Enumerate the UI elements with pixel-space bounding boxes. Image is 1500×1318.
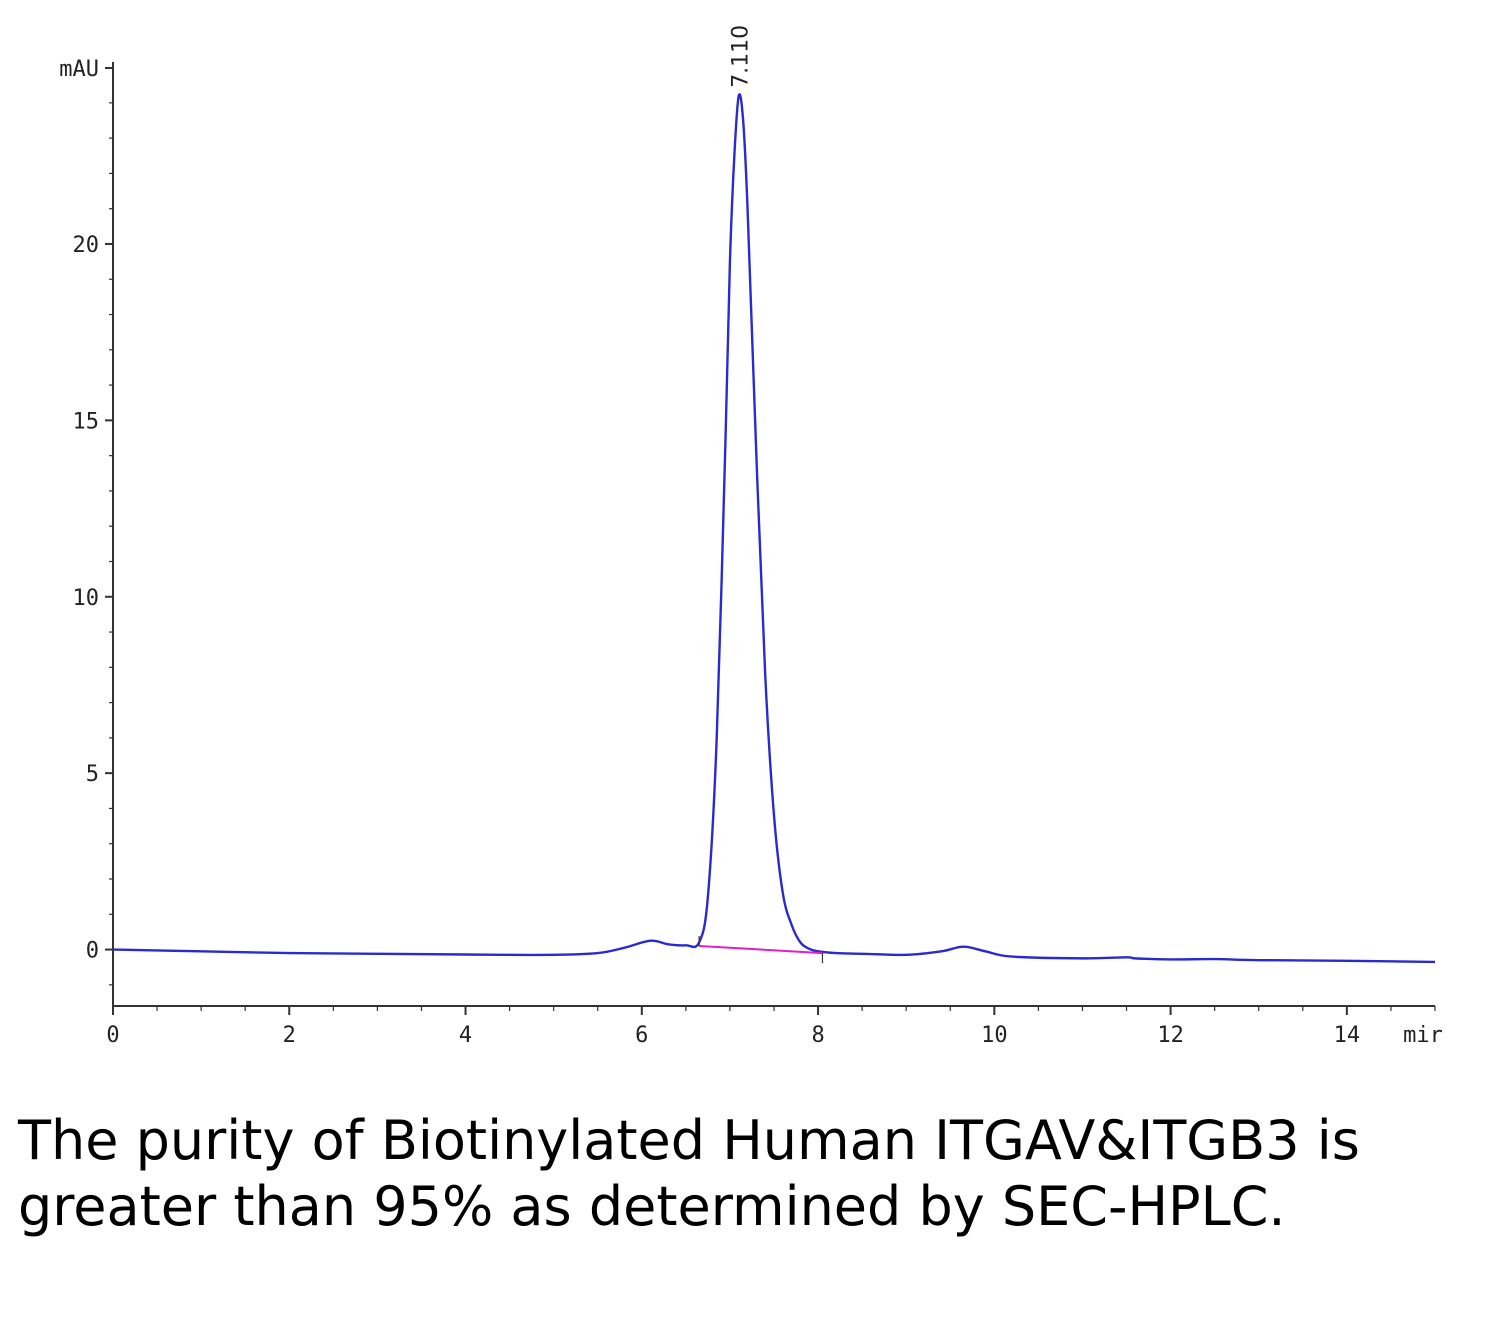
y-unit-label: mAU [59, 57, 99, 82]
chromatogram-chart: 0 5 10 15 20 mAU 0 2 4 6 8 10 12 14 mir 7.110 [59, 25, 1443, 1048]
x-tick-label: 2 [283, 1023, 296, 1048]
x-tick-label: 6 [635, 1023, 648, 1048]
series-line [112, 93, 1436, 964]
caption-text: The purity of Biotinylated Human ITGAV&I… [18, 1109, 1360, 1238]
x-tick-label: 10 [981, 1023, 1008, 1048]
x-unit-label: mir [1403, 1023, 1443, 1048]
y-tick-label: 5 [86, 762, 99, 787]
y-tick-label: 10 [73, 586, 100, 611]
labels-layer: 7.110 [729, 25, 754, 88]
x-tick-label: 8 [811, 1023, 824, 1048]
y-tick-label: 0 [86, 939, 99, 964]
x-tick-label: 4 [459, 1023, 472, 1048]
axes: 0 5 10 15 20 mAU 0 2 4 6 8 10 12 14 mir [59, 57, 1443, 1048]
series-layer [112, 93, 1436, 964]
peak-label: 7.110 [729, 25, 754, 88]
integration-baseline [699, 945, 823, 955]
x-tick-label: 12 [1157, 1023, 1184, 1048]
x-tick-label: 14 [1334, 1023, 1361, 1048]
x-tick-label: 0 [106, 1023, 119, 1048]
y-tick-label: 15 [73, 409, 100, 434]
y-tick-label: 20 [73, 233, 100, 258]
